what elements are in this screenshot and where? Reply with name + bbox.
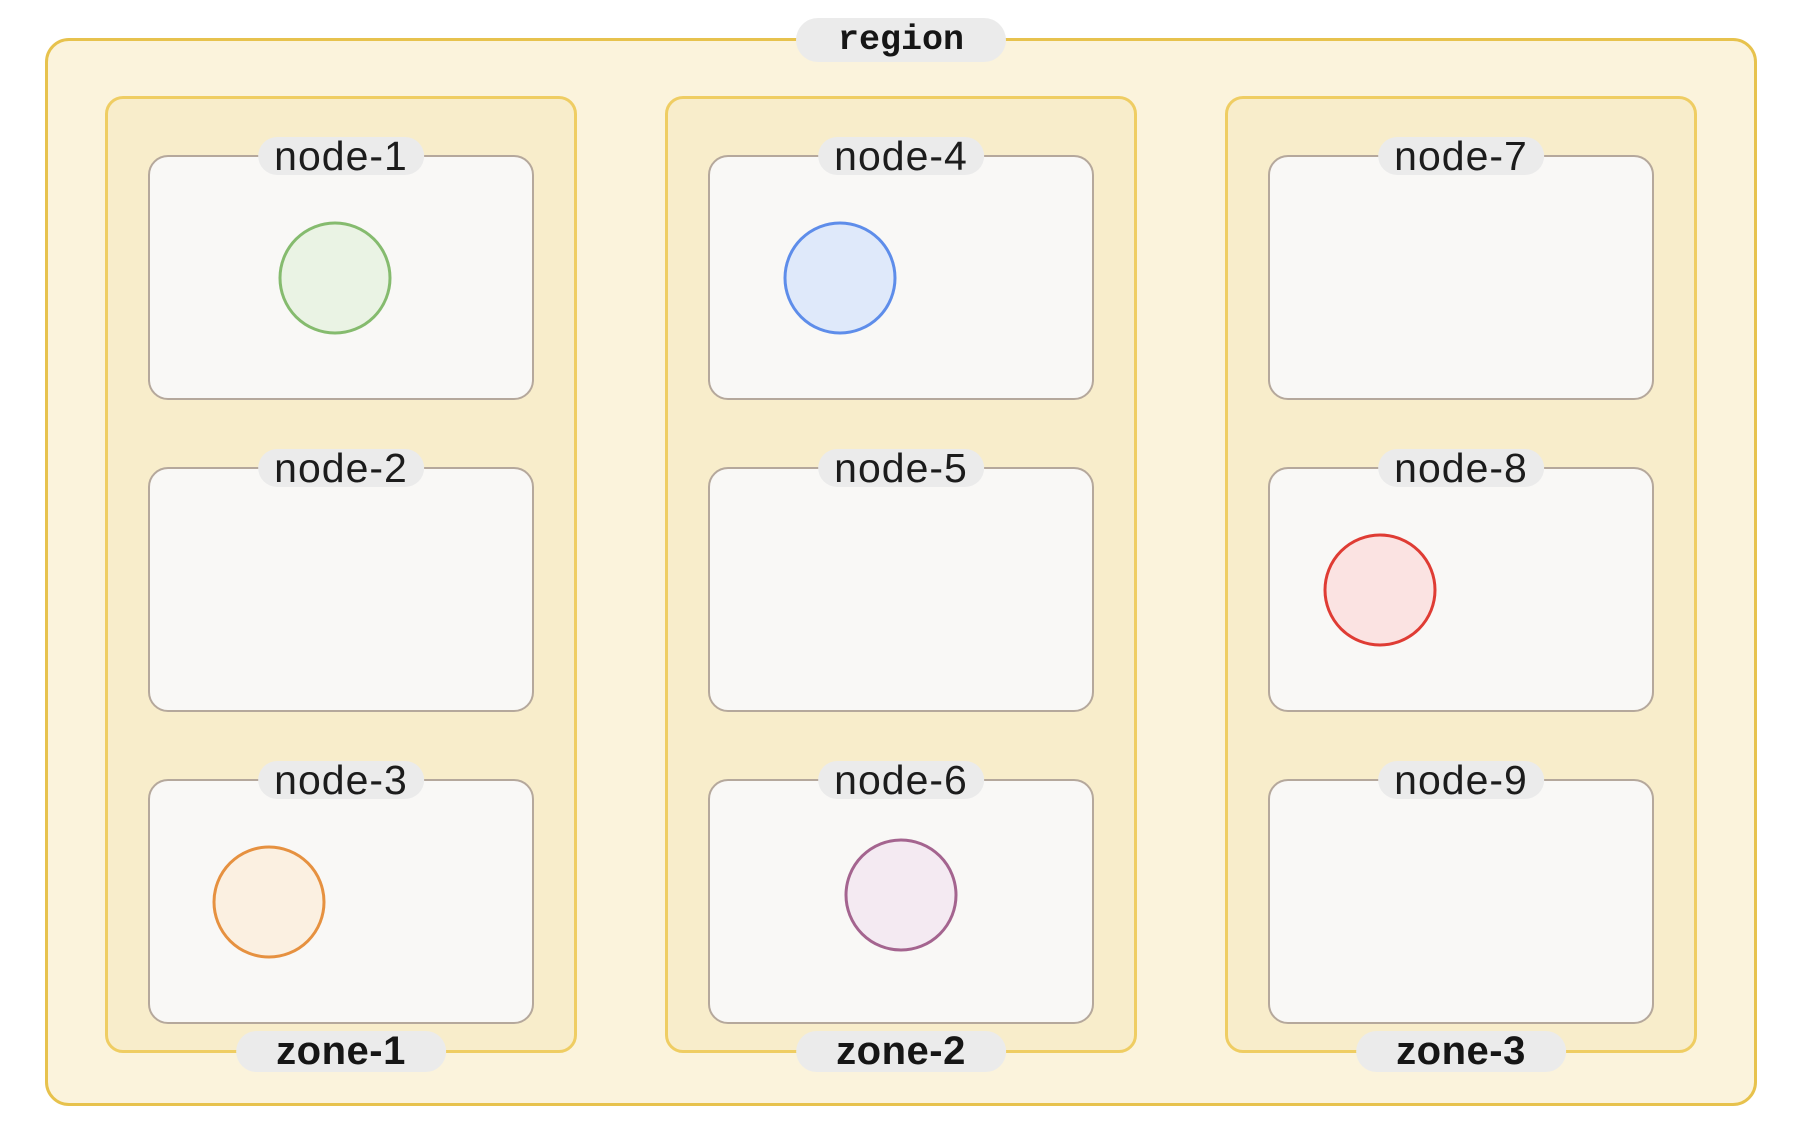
node-1-label: node-1 — [258, 133, 424, 179]
node-1-box: node-1 — [148, 133, 534, 400]
zone-1-container: node-1 node-2 node-3 zone-1 — [105, 96, 577, 1073]
node-6-label: node-6 — [818, 757, 984, 803]
region-container: region node-1 node-2 node-3 zone-1 — [45, 18, 1757, 1106]
zone-3-label: zone-3 — [1356, 1029, 1566, 1073]
zone-2-label: zone-2 — [796, 1029, 1006, 1073]
node-9-label: node-9 — [1378, 757, 1544, 803]
node-7-label: node-7 — [1378, 133, 1544, 179]
zone-2-container: node-4 node-5 node-6 zone-2 — [665, 96, 1137, 1073]
node-8-label: node-8 — [1378, 445, 1544, 491]
node-2-label: node-2 — [258, 445, 424, 491]
node-6-box: node-6 — [708, 757, 1094, 1024]
node-3-pod-circle — [212, 845, 326, 958]
zones-row: node-1 node-2 node-3 zone-1 node-4 — [48, 41, 1754, 1073]
node-3-label: node-3 — [258, 757, 424, 803]
node-4-box: node-4 — [708, 133, 1094, 400]
node-4-label: node-4 — [818, 133, 984, 179]
node-8-box: node-8 — [1268, 445, 1654, 712]
node-5-label: node-5 — [818, 445, 984, 491]
node-9-box: node-9 — [1268, 757, 1654, 1024]
node-5-box: node-5 — [708, 445, 1094, 712]
node-6-pod-circle — [844, 838, 958, 951]
node-4-pod-circle — [783, 221, 897, 334]
node-7-box: node-7 — [1268, 133, 1654, 400]
node-3-box: node-3 — [148, 757, 534, 1024]
region-label: region — [795, 18, 1007, 62]
node-2-box: node-2 — [148, 445, 534, 712]
zone-1-label: zone-1 — [236, 1029, 446, 1073]
node-1-pod-circle — [278, 221, 392, 334]
node-8-pod-circle — [1323, 533, 1437, 646]
zone-3-container: node-7 node-8 node-9 zone-3 — [1225, 96, 1697, 1073]
